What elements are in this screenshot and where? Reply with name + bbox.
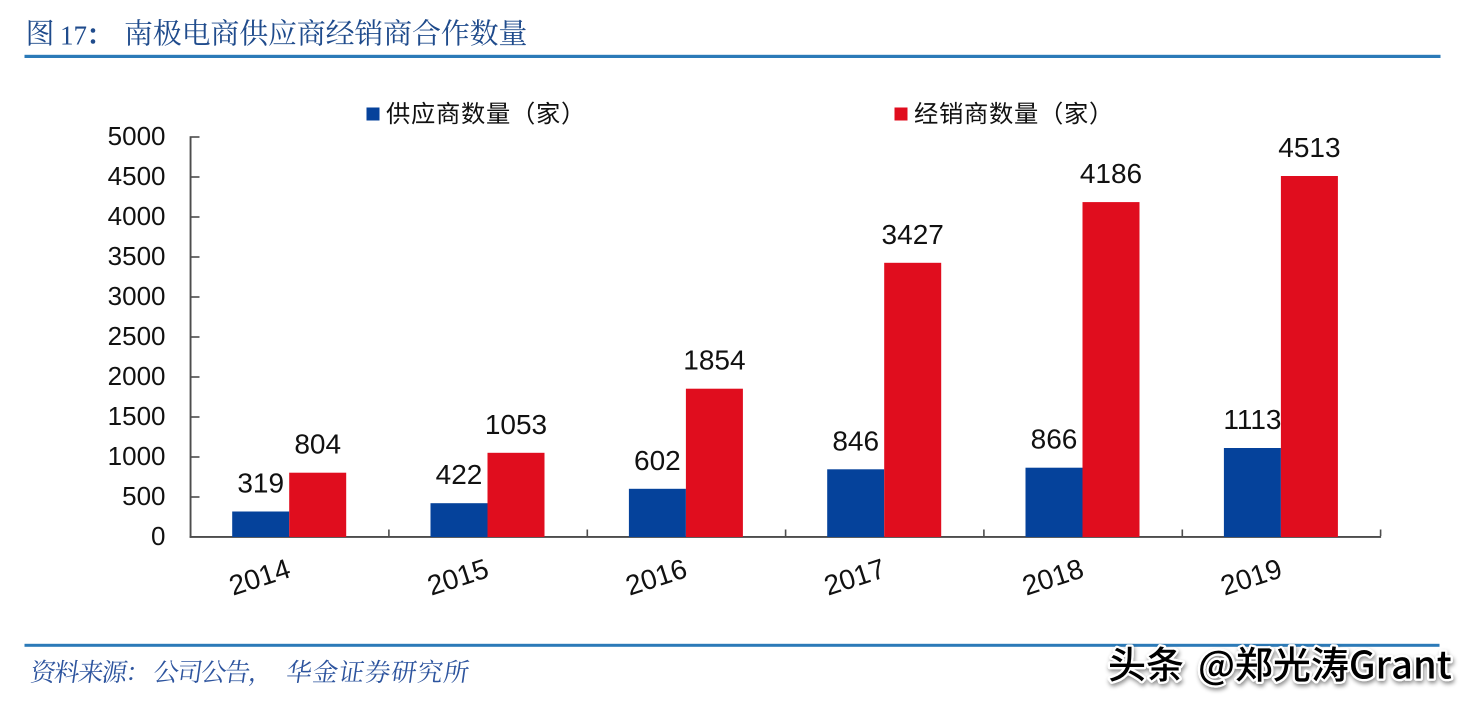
- svg-text:1000: 1000: [108, 441, 166, 471]
- svg-text:5000: 5000: [108, 121, 166, 151]
- svg-text:422: 422: [436, 459, 483, 490]
- svg-text:1854: 1854: [683, 345, 745, 376]
- svg-text:1053: 1053: [485, 409, 547, 440]
- svg-text:866: 866: [1031, 424, 1078, 455]
- svg-text:2500: 2500: [108, 321, 166, 351]
- svg-text:3500: 3500: [108, 241, 166, 271]
- svg-text:4500: 4500: [108, 161, 166, 191]
- svg-text:846: 846: [832, 425, 879, 456]
- svg-text:4186: 4186: [1080, 158, 1142, 189]
- svg-text:4513: 4513: [1278, 132, 1340, 163]
- svg-text:0: 0: [151, 521, 165, 551]
- svg-text:2000: 2000: [108, 361, 166, 391]
- svg-text:3000: 3000: [108, 281, 166, 311]
- svg-text:17: 17: [60, 21, 87, 51]
- svg-text:4000: 4000: [108, 201, 166, 231]
- svg-text:1500: 1500: [108, 401, 166, 431]
- svg-text:319: 319: [237, 468, 284, 499]
- svg-text:500: 500: [122, 481, 165, 511]
- svg-text:1113: 1113: [1223, 404, 1281, 435]
- svg-text:3427: 3427: [882, 219, 944, 250]
- svg-text:602: 602: [634, 445, 681, 476]
- svg-text:804: 804: [294, 429, 341, 460]
